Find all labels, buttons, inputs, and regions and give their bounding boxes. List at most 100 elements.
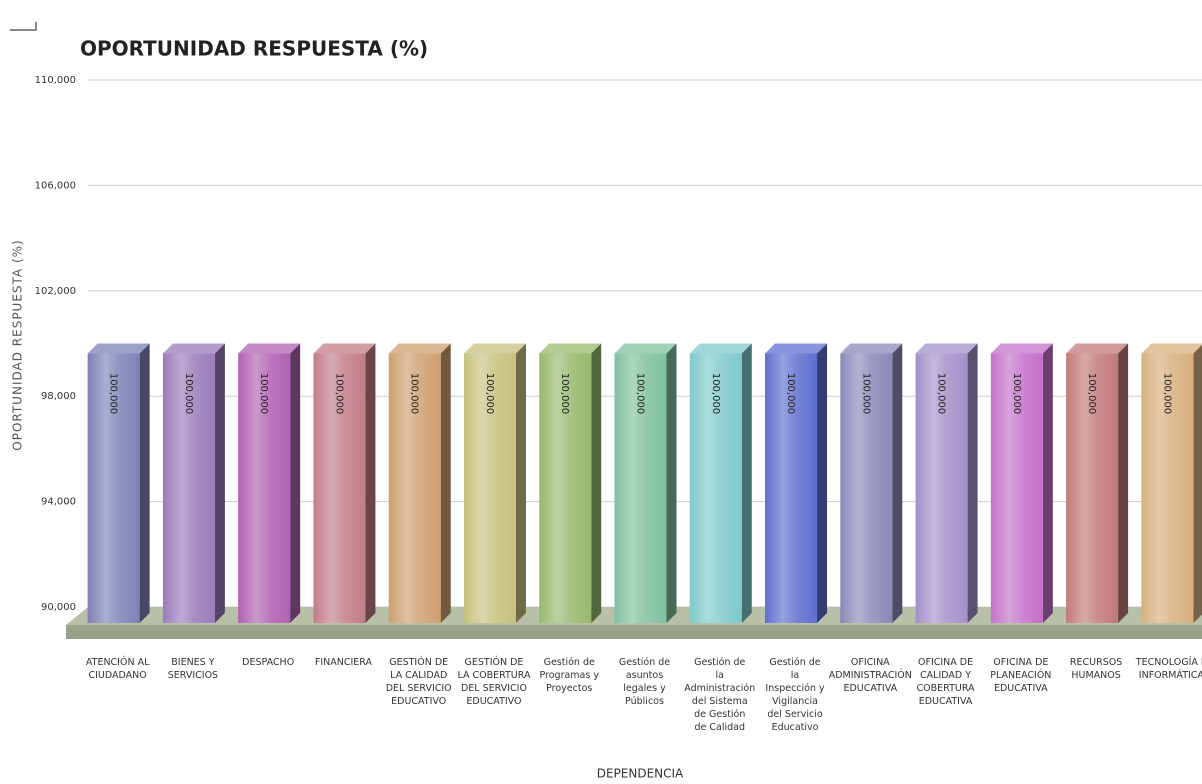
bar-top [1066, 343, 1129, 354]
value-label: 100,000 [409, 373, 420, 414]
x-tick-line: la [716, 670, 724, 681]
bar-side [1042, 343, 1053, 623]
x-tick-line: Programas y [539, 670, 599, 681]
x-tick-line: ADMINISTRACIÓN [829, 669, 912, 681]
x-tick-line: OFICINA DE [918, 657, 973, 668]
bar-side [440, 343, 451, 623]
x-tick-line: ATENCIÓN AL [86, 656, 150, 668]
bar-shine [463, 353, 516, 623]
bar-top [313, 343, 376, 354]
value-label: 100,000 [635, 373, 646, 414]
x-tick-line: OFICINA DE [993, 657, 1048, 668]
x-tick-label: ATENCIÓN AL CIUDADANO [86, 656, 150, 681]
x-tick-label: OFICINA ADMINISTRACIÓN EDUCATIVA [829, 657, 912, 694]
bar-top [463, 343, 526, 354]
x-tick-label: OFICINA DE CALIDAD Y COBERTURA EDUCATIVA [917, 657, 976, 707]
x-tick-line: de Calidad [695, 722, 746, 733]
bar-side [515, 343, 526, 623]
bar-top [238, 343, 301, 354]
x-tick-line: PLANEACIÓN [990, 669, 1051, 681]
x-tick-line: TECNOLOGÍA E [1135, 656, 1202, 668]
x-tick-line: Administración [684, 683, 755, 694]
y-axis-label: OPORTUNIDAD RESPUESTA (%) [11, 239, 25, 450]
bar-shine [313, 353, 366, 623]
bar-shine [87, 353, 140, 623]
x-tick-label: Gestión de Programas y Proyectos [539, 657, 599, 694]
x-tick-line: del Servicio [767, 709, 822, 720]
x-tick-line: de Gestión [694, 709, 745, 720]
bar-side [214, 343, 225, 623]
x-tick-line: DEL SERVICIO [461, 683, 527, 694]
x-tick-label: BIENES Y SERVICIOS [168, 657, 218, 681]
x-tick-line: SERVICIOS [168, 670, 218, 681]
x-tick-label: RECURSOS HUMANOS [1070, 657, 1122, 681]
x-tick-line: CIUDADANO [88, 670, 146, 681]
x-tick-line: DEL SERVICIO [386, 683, 452, 694]
x-tick-line: BIENES Y [171, 657, 214, 668]
x-tick-line: Públicos [625, 696, 664, 707]
x-tick-line: COBERTURA [917, 683, 976, 694]
value-label: 100,000 [1011, 373, 1022, 414]
x-tick-label: GESTIÓN DE LA COBERTURA DEL SERVICIO EDUCAT… [457, 656, 531, 707]
bar-shine [1066, 353, 1119, 623]
x-tick-label: GESTIÓN DE LA CALIDAD DEL SERVICIO EDUCATIV… [386, 656, 452, 707]
x-tick-label: TECNOLOGÍA E INFORMÁTICA [1135, 656, 1202, 681]
x-tick-line: OFICINA [851, 657, 890, 668]
x-tick-line: Educativo [772, 722, 819, 733]
bar-side [1193, 344, 1202, 623]
value-label: 100,000 [710, 373, 721, 414]
x-tick-line: LA CALIDAD [390, 670, 447, 681]
value-label: 100,000 [785, 373, 796, 414]
bar-top [765, 343, 828, 354]
bar-side [817, 343, 828, 623]
x-tick-line: asuntos [626, 670, 663, 681]
bar-shine [915, 353, 968, 623]
x-tick-line: GESTIÓN DE [465, 656, 524, 668]
value-label: 100,000 [108, 373, 119, 414]
value-label: 100,000 [860, 373, 871, 414]
x-tick-line: Gestión de [544, 657, 595, 668]
floor-front [66, 625, 1202, 639]
x-tick-line: DESPACHO [242, 657, 294, 668]
y-tick-label: 110,000 [35, 75, 76, 86]
y-tick-label: 94,000 [41, 497, 76, 508]
bar-top [1141, 343, 1202, 354]
x-tick-line: FINANCIERA [315, 657, 373, 668]
value-label: 100,000 [258, 373, 269, 414]
y-tick-label: 90,000 [41, 602, 76, 613]
chart-title: OPORTUNIDAD RESPUESTA (%) [80, 37, 428, 61]
y-tick-label: 98,000 [41, 391, 76, 402]
bar-shine [689, 353, 742, 623]
x-axis-label: DEPENDENCIA [597, 767, 684, 781]
bar-shine [840, 353, 893, 623]
bar-shine [162, 353, 215, 623]
bar-top [689, 343, 752, 354]
value-label: 100,000 [559, 373, 570, 414]
value-label: 100,000 [183, 373, 194, 414]
value-label: 100,000 [333, 373, 344, 414]
bar-side [139, 343, 150, 623]
bar-side [591, 343, 602, 623]
x-tick-line: EDUCATIVO [391, 696, 446, 707]
x-tick-line: EDUCATIVO [466, 696, 521, 707]
bar-top [990, 343, 1053, 354]
x-tick-line: EDUCATIVA [919, 696, 973, 707]
bar-top [915, 343, 978, 354]
bar-shine [388, 353, 441, 623]
x-tick-line: INFORMÁTICA [1139, 669, 1202, 681]
x-tick-line: LA COBERTURA [457, 670, 531, 681]
value-label: 100,000 [936, 373, 947, 414]
bar-shine [765, 353, 818, 623]
bar-side [290, 343, 301, 623]
x-tick-label: DESPACHO [242, 657, 294, 668]
x-tick-label: Gestión de la Inspección y Vigilancia del Se… [765, 657, 825, 733]
x-tick-label: FINANCIERA [315, 657, 373, 668]
bar-shine [614, 353, 667, 623]
bar-shine [990, 353, 1043, 623]
x-tick-line: Inspección y [765, 683, 825, 694]
x-tick-line: GESTIÓN DE [389, 656, 448, 668]
bar-top [840, 343, 903, 354]
bar-side [741, 343, 752, 623]
x-tick-line: del Sistema [692, 696, 748, 707]
